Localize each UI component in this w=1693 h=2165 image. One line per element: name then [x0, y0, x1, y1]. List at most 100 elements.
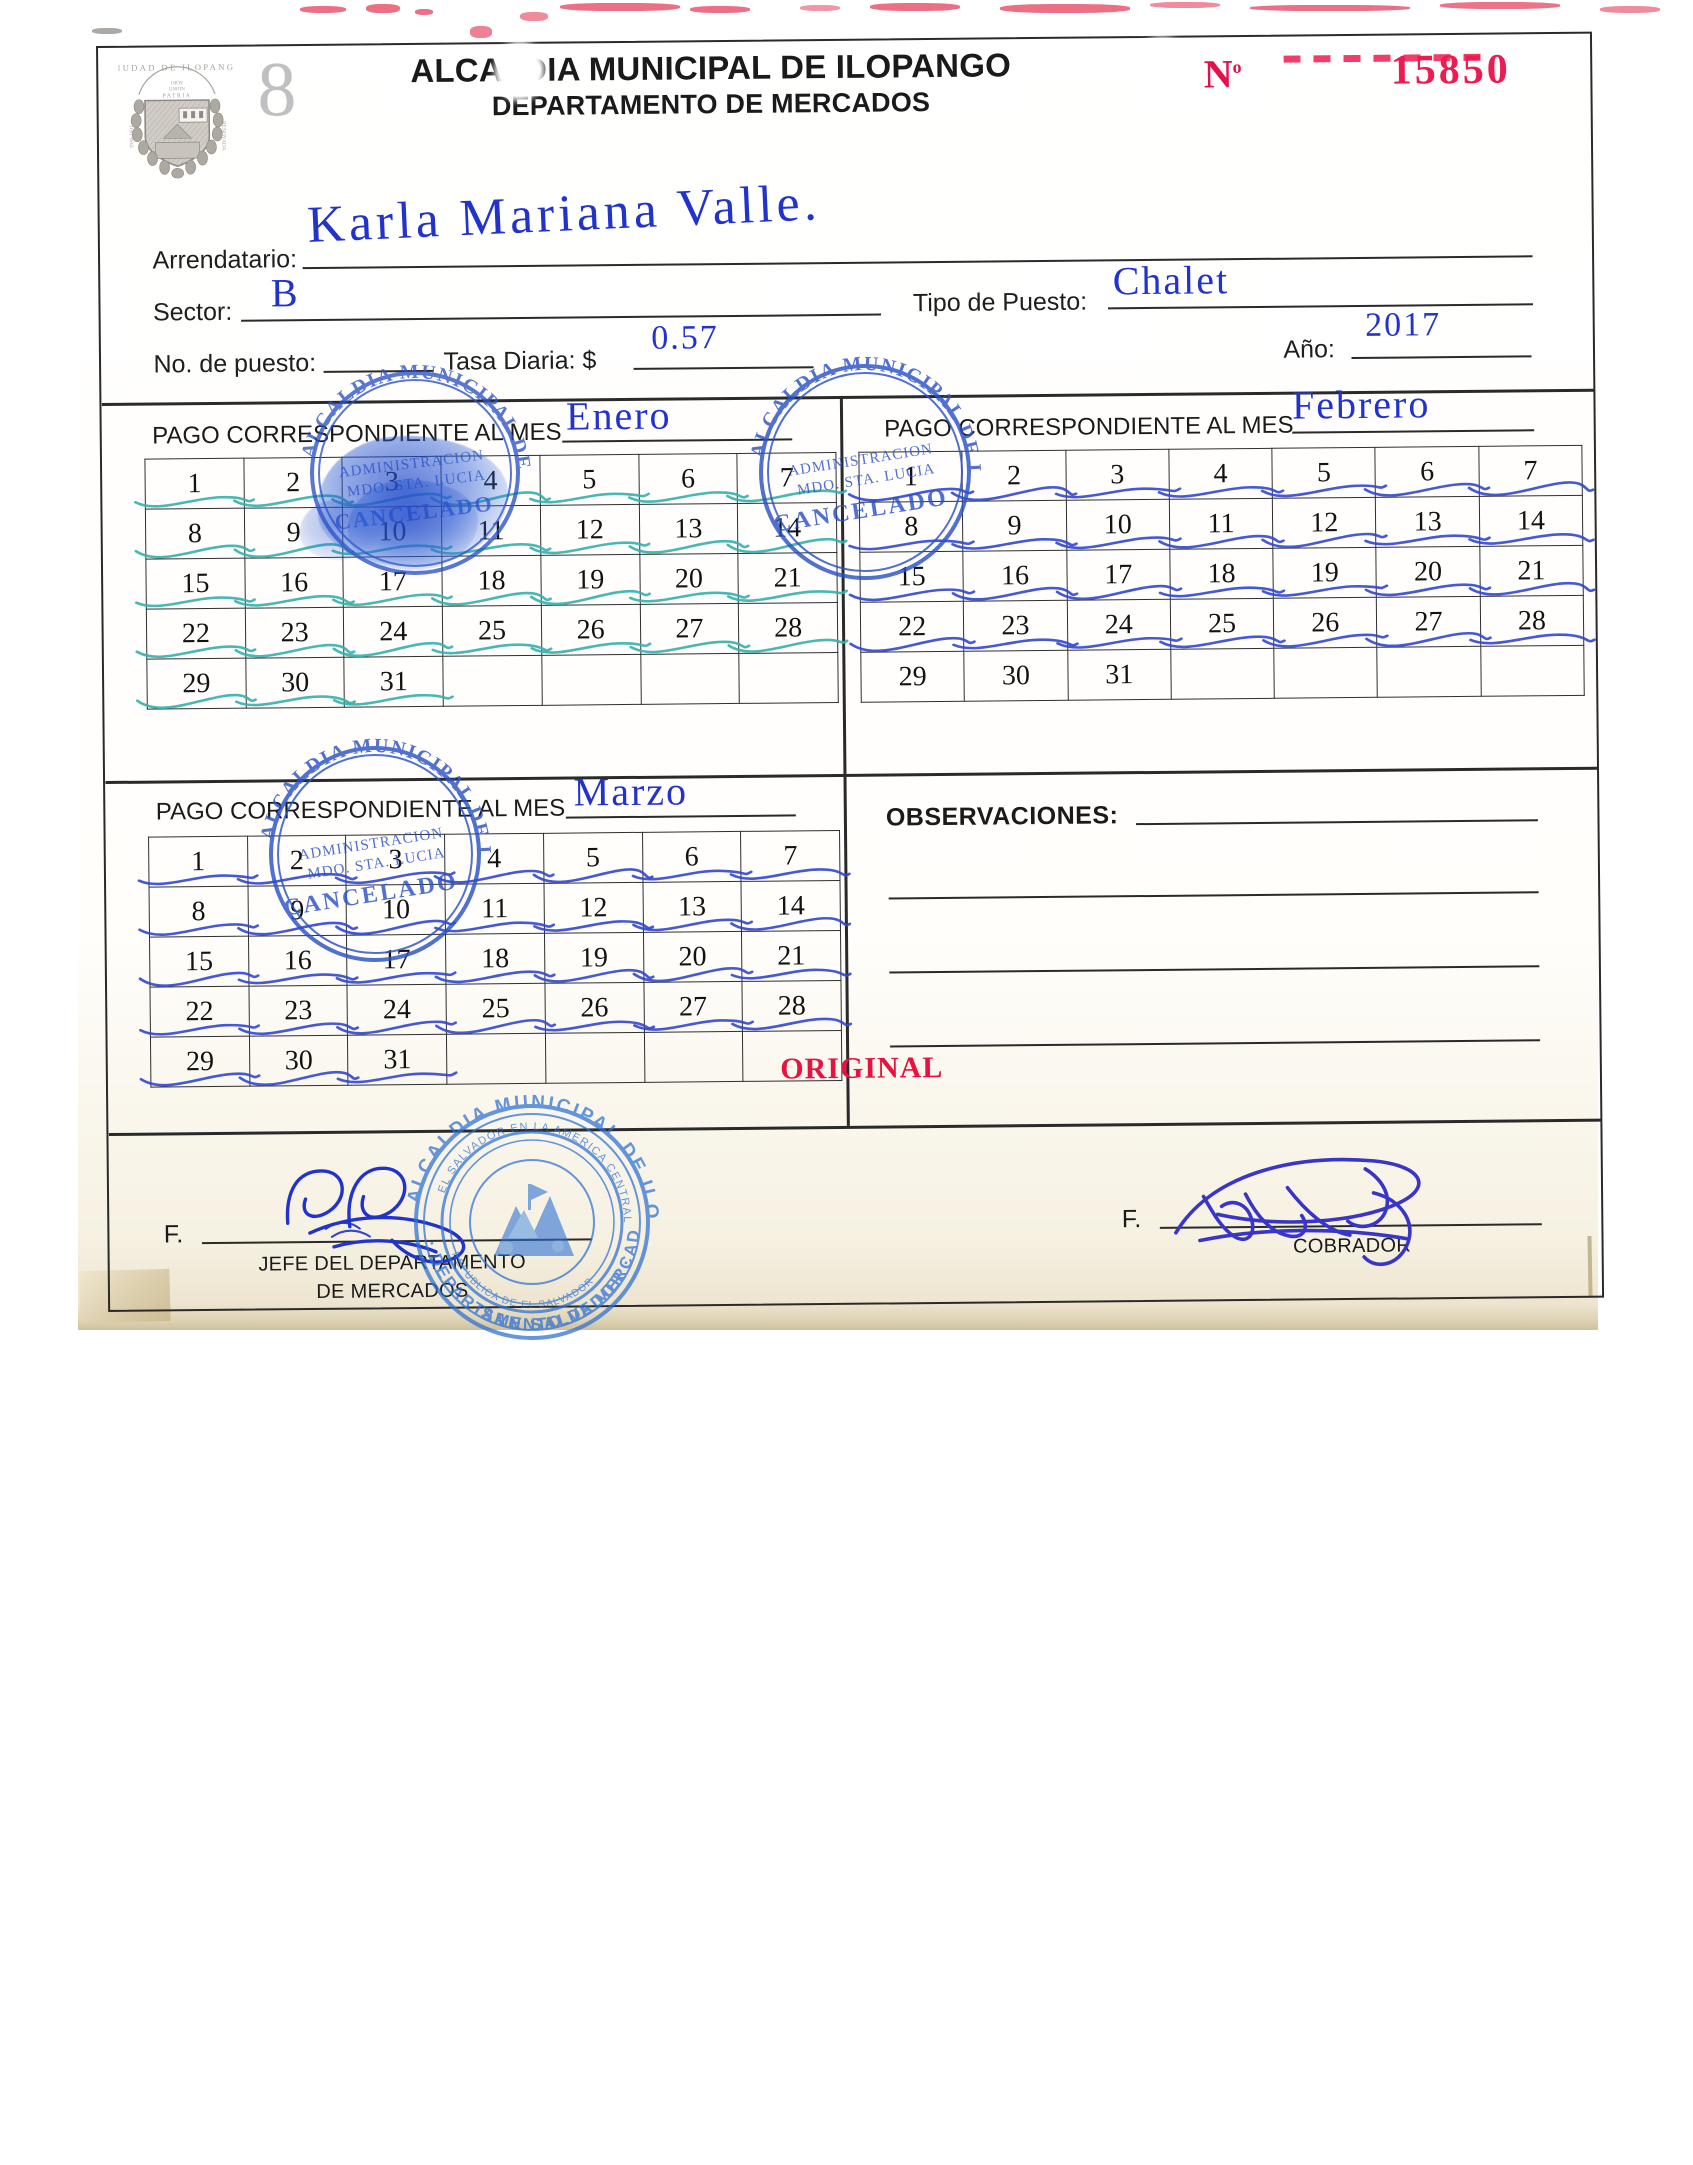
day-cell[interactable]: 10	[331, 506, 453, 558]
day-cell[interactable]: 5	[532, 832, 654, 884]
day-cell-empty	[442, 655, 543, 707]
day-cell[interactable]: 13	[1364, 496, 1492, 548]
day-cell[interactable]: 13	[627, 503, 750, 555]
day-cell[interactable]: 21	[727, 552, 849, 604]
day-cell[interactable]: 21	[730, 930, 852, 982]
day-cell[interactable]: 5	[1260, 447, 1388, 499]
day-cell[interactable]: 28	[731, 980, 853, 1032]
day-cell[interactable]: 4	[1157, 448, 1285, 500]
day-cell[interactable]: 4	[433, 833, 555, 885]
day-cell[interactable]: 28	[1468, 595, 1596, 647]
day-cell[interactable]: 31	[333, 656, 455, 708]
days-table-marzo[interactable]: 1 2 3 4 5 6 7 8 9 10 11 12 13 14 15 16 17 18 19 20 21 22 23 24 2…	[137, 830, 853, 1088]
day-cell[interactable]: 15	[848, 551, 976, 603]
day-cell[interactable]: 16	[233, 557, 355, 609]
day-cell[interactable]: 1	[847, 451, 975, 503]
day-cell[interactable]: 24	[336, 984, 458, 1036]
day-cell[interactable]: 25	[1158, 598, 1286, 650]
divider-above-signatures	[108, 1118, 1601, 1136]
day-cell[interactable]: 6	[1364, 446, 1491, 498]
day-cell[interactable]: 8	[848, 501, 975, 553]
day-cell[interactable]: 9	[951, 500, 1079, 552]
day-cell[interactable]: 16	[951, 550, 1079, 602]
day-cell[interactable]: 14	[1467, 495, 1595, 547]
day-cell[interactable]: 15	[138, 936, 260, 988]
day-cell[interactable]: 4	[430, 455, 552, 507]
day-cell[interactable]: 13	[631, 881, 753, 933]
day-cell[interactable]: 31	[1067, 649, 1172, 701]
day-cell[interactable]: 2	[950, 450, 1078, 502]
day-cell[interactable]: 19	[529, 554, 651, 606]
day-cell[interactable]: 19	[533, 932, 655, 984]
day-cell[interactable]: 22	[139, 986, 261, 1038]
day-cell[interactable]: 31	[336, 1034, 458, 1086]
day-cell[interactable]: 16	[237, 935, 359, 987]
day-cell[interactable]: 27	[628, 603, 750, 655]
day-cell[interactable]: 10	[335, 884, 457, 936]
day-cell[interactable]: 23	[234, 607, 356, 659]
day-cell[interactable]: 23	[952, 600, 1080, 652]
day-cell[interactable]: 7	[729, 830, 851, 882]
day-cell[interactable]: 26	[533, 982, 655, 1034]
day-cell[interactable]: 2	[232, 457, 354, 509]
day-cell[interactable]: 18	[1158, 548, 1286, 600]
day-cell[interactable]: 8	[138, 886, 260, 938]
day-cell[interactable]: 12	[1261, 497, 1388, 549]
day-cell[interactable]: 28	[727, 602, 849, 654]
day-cell[interactable]: 1	[137, 836, 259, 888]
day-cell[interactable]: 30	[964, 650, 1068, 702]
day-cell[interactable]: 12	[529, 504, 651, 556]
day-cell[interactable]: 23	[237, 985, 359, 1037]
day-cell[interactable]: 3	[331, 456, 453, 508]
day-cell[interactable]: 26	[530, 604, 652, 656]
day-cell[interactable]: 22	[849, 601, 976, 653]
day-cell[interactable]: 27	[1365, 596, 1493, 648]
day-cell[interactable]: 25	[431, 605, 553, 657]
day-cell[interactable]: 25	[435, 983, 557, 1035]
day-cell[interactable]: 17	[332, 556, 454, 608]
day-cell[interactable]: 9	[236, 885, 358, 937]
day-number: 24	[1104, 608, 1133, 640]
day-cell[interactable]: 29	[139, 1036, 261, 1088]
day-cell[interactable]: 14	[726, 502, 848, 554]
day-cell[interactable]: 8	[134, 508, 256, 560]
day-cell[interactable]: 5	[528, 454, 650, 506]
day-cell[interactable]: 2	[236, 835, 358, 887]
day-cell[interactable]: 1	[134, 458, 256, 510]
day-cell[interactable]: 17	[336, 934, 457, 986]
day-cell[interactable]: 29	[860, 651, 965, 703]
day-cell[interactable]: 18	[434, 933, 556, 985]
day-cell[interactable]: 19	[1261, 547, 1389, 599]
day-cell[interactable]: 10	[1054, 499, 1182, 551]
day-cell[interactable]: 17	[1055, 549, 1182, 601]
day-cell[interactable]: 15	[134, 558, 256, 610]
day-cell[interactable]: 7	[1467, 445, 1595, 497]
day-cell[interactable]: 21	[1468, 545, 1596, 597]
day-cell[interactable]: 20	[632, 931, 754, 983]
day-cell[interactable]: 7	[726, 452, 848, 504]
day-cell[interactable]: 3	[1054, 449, 1181, 501]
day-cell[interactable]: 29	[135, 658, 257, 710]
day-cell[interactable]: 6	[627, 453, 749, 505]
day-cell[interactable]: 22	[135, 608, 257, 660]
day-cell[interactable]: 24	[332, 606, 454, 658]
day-number: 29	[898, 660, 927, 692]
day-cell[interactable]: 20	[1365, 546, 1492, 598]
day-cell[interactable]: 11	[434, 883, 556, 935]
day-cell[interactable]: 6	[631, 831, 753, 883]
day-cell[interactable]: 24	[1055, 599, 1183, 651]
day-cell[interactable]: 30	[238, 1035, 360, 1087]
day-cell[interactable]: 26	[1262, 597, 1389, 649]
day-cell[interactable]: 11	[430, 505, 552, 557]
day-cell[interactable]: 20	[628, 553, 750, 605]
days-table-enero[interactable]: 1 2 3 4 5 6 7 8 9 10 11 12 13 14 15 16 17 18 19 20 21 22 23 24 2…	[134, 452, 849, 710]
day-cell[interactable]: 12	[532, 882, 654, 934]
day-cell[interactable]: 27	[632, 981, 754, 1033]
day-cell[interactable]: 18	[431, 555, 553, 607]
day-cell[interactable]: 14	[730, 880, 852, 932]
day-cell[interactable]: 11	[1158, 498, 1285, 550]
days-table-febrero[interactable]: 1 2 3 4 5 6 7 8 9 10 11 12 13 14 15 16 17 18 19 20 21 22 23 24 2…	[847, 445, 1596, 703]
day-cell[interactable]: 9	[233, 507, 355, 559]
day-cell[interactable]: 3	[335, 834, 457, 886]
day-cell[interactable]: 30	[234, 657, 356, 709]
